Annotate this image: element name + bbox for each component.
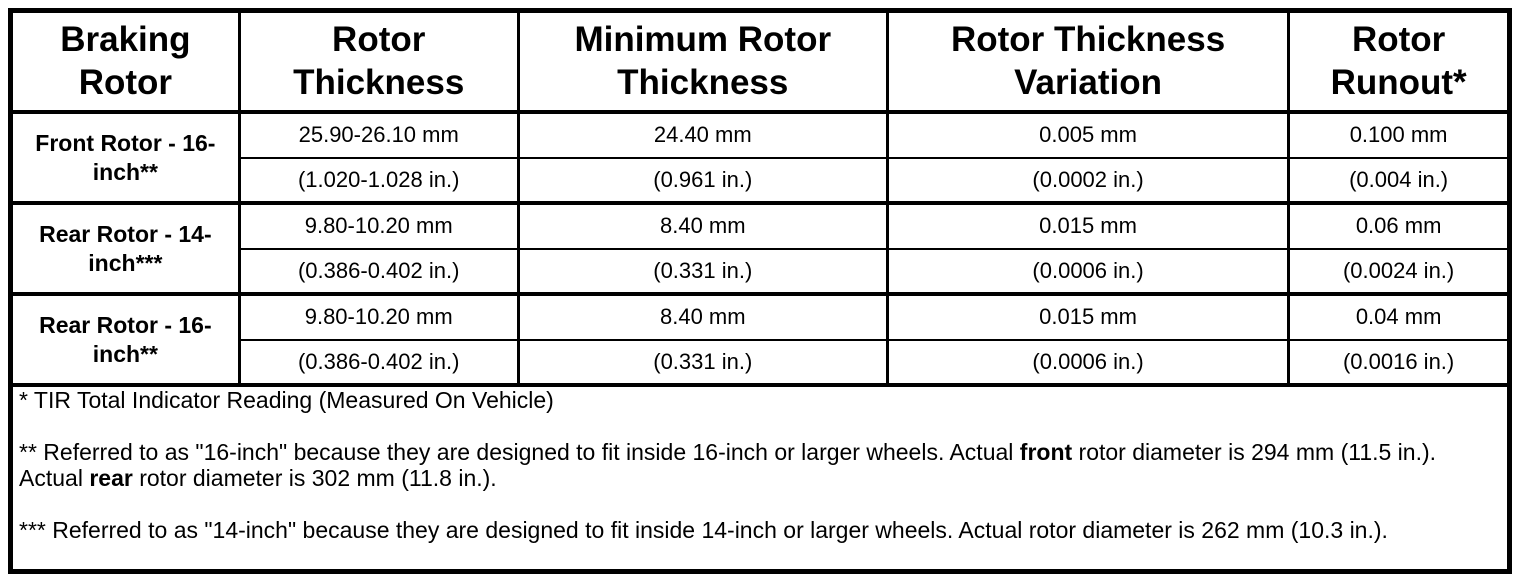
column-header-minimum-rotor-thickness: Minimum Rotor Thickness <box>516 10 889 115</box>
cell-rear16-runout-in: (0.0016 in.) <box>1287 339 1511 388</box>
cell-rear16-variation-in: (0.0006 in.) <box>885 339 1291 388</box>
cell-front16-variation-in: (0.0002 in.) <box>885 157 1291 206</box>
column-header-rotor-thickness-variation: Rotor Thickness Variation <box>885 10 1291 115</box>
row-label-rear-rotor-14: Rear Rotor - 14-inch*** <box>9 203 241 297</box>
cell-rear14-runout-in: (0.0024 in.) <box>1287 248 1511 297</box>
cell-front16-variation-mm: 0.005 mm <box>885 112 1291 159</box>
table-row-rear-16-imperial: (0.386-0.402 in.) (0.331 in.) (0.0006 in… <box>11 339 1511 388</box>
cell-rear14-variation-mm: 0.015 mm <box>885 203 1291 250</box>
column-header-braking-rotor: Braking Rotor <box>9 10 241 115</box>
footnote-tir: * TIR Total Indicator Reading (Measured … <box>19 386 554 413</box>
cell-front16-runout-in: (0.004 in.) <box>1287 157 1511 206</box>
cell-rear16-thickness-mm: 9.80-10.20 mm <box>237 294 520 341</box>
cell-rear14-thickness-in: (0.386-0.402 in.) <box>237 248 520 297</box>
footnote-sixteen-part3: rotor diameter is 302 mm (11.8 in.). <box>132 464 497 491</box>
cell-rear14-variation-in: (0.0006 in.) <box>885 248 1291 297</box>
table-row-front-16-metric: Front Rotor - 16-inch** 25.90-26.10 mm 2… <box>9 112 1511 206</box>
cell-rear14-min-thickness-in: (0.331 in.) <box>516 248 889 297</box>
cell-rear16-variation-mm: 0.015 mm <box>885 294 1291 341</box>
column-header-rotor-runout: Rotor Runout* <box>1287 10 1511 115</box>
cell-rear16-min-thickness-mm: 8.40 mm <box>516 294 889 341</box>
cell-rear14-runout-mm: 0.06 mm <box>1287 203 1511 250</box>
footnote-sixteen-bold-front: front <box>1019 438 1073 465</box>
cell-front16-runout-mm: 0.100 mm <box>1287 112 1511 159</box>
footnote-fourteen-inch: *** Referred to as "14-inch" because the… <box>19 516 1388 543</box>
cell-rear16-min-thickness-in: (0.331 in.) <box>516 339 889 388</box>
row-label-rear-rotor-16: Rear Rotor - 16-inch** <box>9 294 241 387</box>
footnote-sixteen-bold-rear: rear <box>89 464 133 491</box>
footnotes-row: * TIR Total Indicator Reading (Measured … <box>9 384 1511 572</box>
cell-front16-min-thickness-in: (0.961 in.) <box>516 157 889 206</box>
footnote-sixteen-part1: ** Referred to as "16-inch" because they… <box>19 438 1020 465</box>
cell-rear16-thickness-in: (0.386-0.402 in.) <box>237 339 520 388</box>
header-row: Braking Rotor Rotor Thickness Minimum Ro… <box>9 10 1511 115</box>
cell-rear14-min-thickness-mm: 8.40 mm <box>516 203 889 250</box>
cell-rear14-thickness-mm: 9.80-10.20 mm <box>237 203 520 250</box>
footnote-sixteen-inch: ** Referred to as "16-inch" because they… <box>19 439 1501 491</box>
rotor-spec-table: Braking Rotor Rotor Thickness Minimum Ro… <box>8 8 1512 574</box>
cell-front16-min-thickness-mm: 24.40 mm <box>516 112 889 159</box>
cell-front16-thickness-in: (1.020-1.028 in.) <box>237 157 520 206</box>
row-label-front-rotor-16: Front Rotor - 16-inch** <box>9 112 241 206</box>
table-row-rear-14-metric: Rear Rotor - 14-inch*** 9.80-10.20 mm 8.… <box>9 203 1511 297</box>
table-row-rear-16-metric: Rear Rotor - 16-inch** 9.80-10.20 mm 8.4… <box>9 294 1511 387</box>
footnotes-cell: * TIR Total Indicator Reading (Measured … <box>9 384 1511 572</box>
table-row-front-16-imperial: (1.020-1.028 in.) (0.961 in.) (0.0002 in… <box>11 157 1511 206</box>
table-row-rear-14-imperial: (0.386-0.402 in.) (0.331 in.) (0.0006 in… <box>11 248 1511 297</box>
cell-rear16-runout-mm: 0.04 mm <box>1287 294 1511 341</box>
column-header-rotor-thickness: Rotor Thickness <box>237 10 520 115</box>
footnote-sixteen-part2: rotor diameter is 294 mm (11.5 in.). Act… <box>19 438 1437 491</box>
cell-front16-thickness-mm: 25.90-26.10 mm <box>237 112 520 159</box>
